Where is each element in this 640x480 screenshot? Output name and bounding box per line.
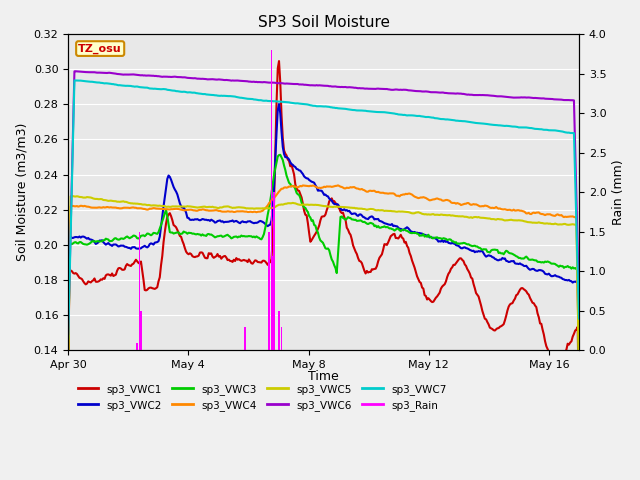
Bar [272, 255, 273, 350]
Legend: sp3_VWC1, sp3_VWC2, sp3_VWC3, sp3_VWC4, sp3_VWC5, sp3_VWC6, sp3_VWC7, sp3_Rain: sp3_VWC1, sp3_VWC2, sp3_VWC3, sp3_VWC4, … [74, 380, 451, 415]
Bar [140, 311, 141, 350]
X-axis label: Time: Time [308, 370, 339, 383]
Bar [271, 50, 272, 350]
Bar [244, 327, 246, 350]
Y-axis label: Soil Moisture (m3/m3): Soil Moisture (m3/m3) [15, 123, 28, 262]
Bar [136, 343, 138, 350]
Bar [273, 192, 275, 350]
Title: SP3 Soil Moisture: SP3 Soil Moisture [257, 15, 390, 30]
Bar [139, 232, 140, 350]
Bar [278, 311, 280, 350]
Y-axis label: Rain (mm): Rain (mm) [612, 159, 625, 225]
Bar [281, 327, 282, 350]
Bar [268, 232, 269, 350]
Text: TZ_osu: TZ_osu [78, 44, 122, 54]
